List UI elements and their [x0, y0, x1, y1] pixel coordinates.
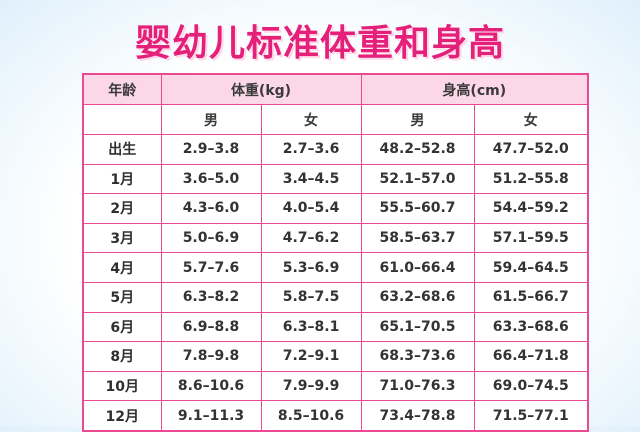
weight-male-cell: 9.1–11.3	[160, 400, 262, 432]
weight-male-cell: 2.9–3.8	[160, 134, 262, 165]
weight-male-cell: 3.6–5.0	[160, 163, 262, 195]
height-female-cell: 54.4–59.2	[473, 193, 589, 224]
height-male-cell: 55.5–60.7	[360, 193, 475, 224]
table-row: 10月 8.6–10.6 7.9–9.9 71.0–76.3 69.0–74.5	[82, 370, 589, 402]
table-row: 12月 9.1–11.3 8.5–10.6 73.4–78.8 71.5–77.1	[82, 400, 589, 432]
height-female-cell: 47.7–52.0	[473, 134, 589, 165]
header-row-primary: 年龄 体重(kg) 身高(cm)	[82, 73, 589, 105]
table-row: 3月 5.0–6.9 4.7–6.2 58.5–63.7 57.1–59.5	[82, 222, 589, 254]
weight-male-cell: 5.0–6.9	[160, 222, 262, 254]
header-weight: 体重(kg)	[160, 73, 362, 105]
weight-female-cell: 3.4–4.5	[260, 163, 362, 195]
weight-female-cell: 7.2–9.1	[260, 341, 362, 372]
table-row: 8月 7.8–9.8 7.2–9.1 68.3–73.6 66.4–71.8	[82, 341, 589, 372]
weight-female-cell: 6.3–8.1	[260, 311, 362, 343]
weight-female-cell: 8.5–10.6	[260, 400, 362, 432]
height-male-cell: 65.1–70.5	[360, 311, 475, 343]
age-cell: 5月	[82, 281, 162, 313]
weight-female-cell: 2.7–3.6	[260, 134, 362, 165]
age-cell: 2月	[82, 193, 162, 224]
height-male-cell: 48.2–52.8	[360, 134, 475, 165]
height-female-cell: 61.5–66.7	[473, 281, 589, 313]
age-cell: 8月	[82, 341, 162, 372]
age-cell: 1月	[82, 163, 162, 195]
height-female-cell: 69.0–74.5	[473, 370, 589, 402]
weight-male-cell: 8.6–10.6	[160, 370, 262, 402]
table-row: 出生 2.9–3.8 2.7–3.6 48.2–52.8 47.7–52.0	[82, 134, 589, 165]
age-cell: 12月	[82, 400, 162, 432]
height-male-cell: 58.5–63.7	[360, 222, 475, 254]
height-male-cell: 63.2–68.6	[360, 281, 475, 313]
table-row: 1月 3.6–5.0 3.4–4.5 52.1–57.0 51.2–55.8	[82, 163, 589, 195]
weight-male-cell: 6.9–8.8	[160, 311, 262, 343]
weight-male-cell: 4.3–6.0	[160, 193, 262, 224]
header-height: 身高(cm)	[360, 73, 589, 105]
table-row: 2月 4.3–6.0 4.0–5.4 55.5–60.7 54.4–59.2	[82, 193, 589, 224]
table-body: 出生 2.9–3.8 2.7–3.6 48.2–52.8 47.7–52.0 1月 3.6–…	[82, 134, 589, 432]
header-row-gender: 男 女 男 女	[82, 104, 589, 135]
weight-male-cell: 6.3–8.2	[160, 281, 262, 313]
header-blank	[82, 104, 162, 135]
height-female-cell: 57.1–59.5	[473, 222, 589, 254]
weight-male-cell: 5.7–7.6	[160, 252, 262, 283]
age-cell: 10月	[82, 370, 162, 402]
height-male-cell: 52.1–57.0	[360, 163, 475, 195]
growth-table: 年龄 体重(kg) 身高(cm) 男 女 男 女 出生 2.9–3.8 2.7–3.…	[82, 73, 590, 432]
height-male-cell: 61.0–66.4	[360, 252, 475, 283]
header-age: 年龄	[82, 73, 162, 105]
height-female-cell: 63.3–68.6	[473, 311, 589, 343]
age-cell: 4月	[82, 252, 162, 283]
header-weight-female: 女	[260, 104, 362, 135]
height-male-cell: 73.4–78.8	[360, 400, 475, 432]
header-height-female: 女	[473, 104, 589, 135]
height-female-cell: 59.4–64.5	[473, 252, 589, 283]
weight-female-cell: 5.8–7.5	[260, 281, 362, 313]
height-female-cell: 66.4–71.8	[473, 341, 589, 372]
weight-male-cell: 7.8–9.8	[160, 341, 262, 372]
height-female-cell: 71.5–77.1	[473, 400, 589, 432]
age-cell: 出生	[82, 134, 162, 165]
weight-female-cell: 4.0–5.4	[260, 193, 362, 224]
header-weight-male: 男	[160, 104, 262, 135]
age-cell: 3月	[82, 222, 162, 254]
age-cell: 6月	[82, 311, 162, 343]
table-row: 4月 5.7–7.6 5.3–6.9 61.0–66.4 59.4–64.5	[82, 252, 589, 283]
weight-female-cell: 7.9–9.9	[260, 370, 362, 402]
height-male-cell: 71.0–76.3	[360, 370, 475, 402]
table-row: 5月 6.3–8.2 5.8–7.5 63.2–68.6 61.5–66.7	[82, 281, 589, 313]
header-height-male: 男	[360, 104, 475, 135]
height-male-cell: 68.3–73.6	[360, 341, 475, 372]
height-female-cell: 51.2–55.8	[473, 163, 589, 195]
table-row: 6月 6.9–8.8 6.3–8.1 65.1–70.5 63.3–68.6	[82, 311, 589, 343]
weight-female-cell: 5.3–6.9	[260, 252, 362, 283]
weight-female-cell: 4.7–6.2	[260, 222, 362, 254]
page-title: 婴幼儿标准体重和身高	[134, 23, 505, 64]
